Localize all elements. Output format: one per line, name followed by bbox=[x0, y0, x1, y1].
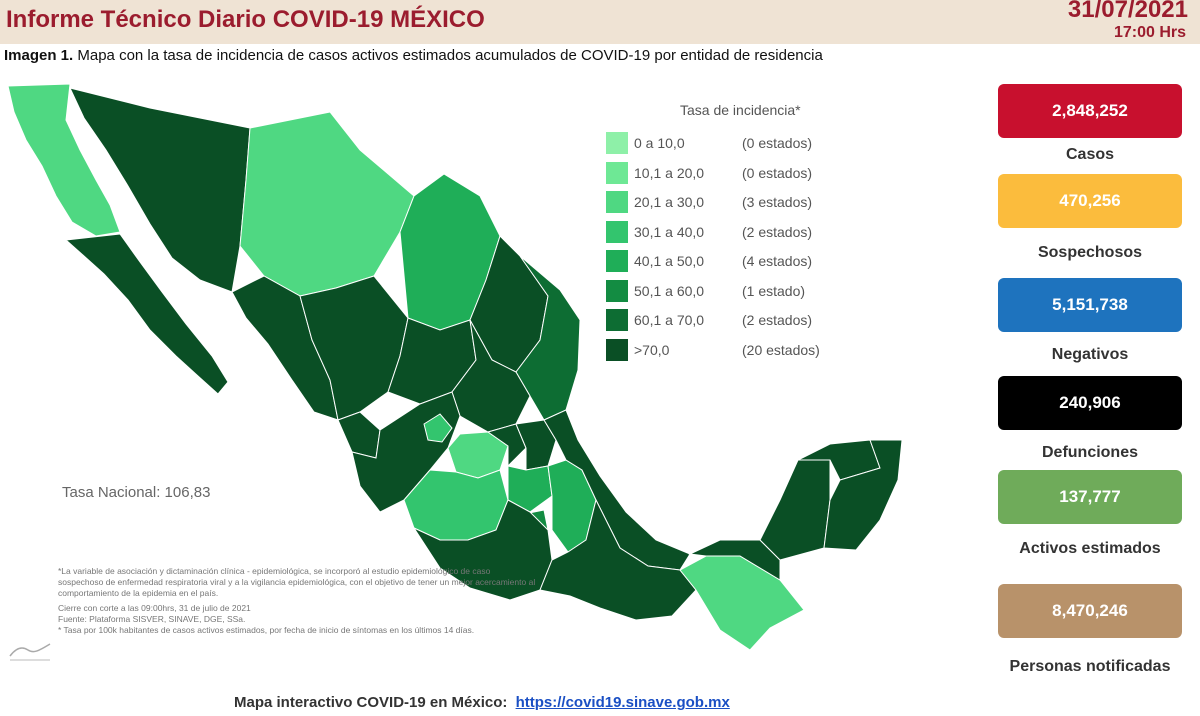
national-rate: Tasa Nacional: 106,83 bbox=[62, 484, 211, 501]
legend-count: (3 estados) bbox=[742, 194, 813, 210]
legend-row: 0 a 10,0 (0 estados) bbox=[606, 132, 846, 154]
legend-range: 30,1 a 40,0 bbox=[634, 223, 705, 240]
legend-swatch bbox=[606, 220, 628, 243]
state-baja-california[interactable] bbox=[7, 83, 121, 237]
caption-text: Mapa con la tasa de incidencia de casos … bbox=[77, 47, 823, 64]
legend-row: 30,1 a 40,0 (2 estados) bbox=[606, 220, 846, 243]
legend-count: (0 estados) bbox=[742, 135, 813, 151]
legend-swatch bbox=[606, 309, 628, 331]
image-caption: Imagen 1. Mapa con la tasa de incidencia… bbox=[4, 47, 823, 64]
note-source: Fuente: Plataforma SISVER, SINAVE, DGE, … bbox=[58, 614, 246, 624]
legend-range: 0 a 10,0 bbox=[634, 135, 685, 151]
government-logo-icon bbox=[9, 643, 51, 661]
stat-value-box: 137,777 bbox=[998, 470, 1182, 524]
state-aguascalientes[interactable] bbox=[423, 413, 453, 443]
interactive-map-link[interactable]: https://covid19.sinave.gob.mx bbox=[515, 694, 730, 711]
stat-value-box: 8,470,246 bbox=[998, 584, 1182, 638]
stat-label: Defunciones bbox=[1041, 444, 1138, 461]
map-notes: *La variable de asociación y dictaminaci… bbox=[58, 566, 538, 640]
legend-count: (0 estados) bbox=[742, 164, 813, 181]
report-header: Informe Técnico Diario COVID-19 MÉXICO 3… bbox=[0, 0, 1200, 44]
state-quintana-roo[interactable] bbox=[823, 439, 903, 551]
legend-row: 10,1 a 20,0 (0 estados) bbox=[606, 161, 846, 184]
legend-count: (4 estados) bbox=[742, 253, 813, 269]
legend-row: 60,1 a 70,0 (2 estados) bbox=[606, 309, 846, 331]
stat-label: Negativos bbox=[1051, 346, 1129, 363]
legend-swatch bbox=[606, 132, 628, 154]
note-cutoff: Cierre con corte a las 09:00hrs, 31 de j… bbox=[58, 603, 251, 613]
stat-value-box: 5,151,738 bbox=[998, 278, 1182, 332]
stat-value-box: 240,906 bbox=[998, 376, 1182, 430]
legend-swatch bbox=[606, 338, 628, 361]
legend-title: Tasa de incidencia* bbox=[680, 102, 801, 118]
legend-swatch bbox=[606, 161, 628, 184]
stat-label: Casos bbox=[1065, 146, 1115, 163]
footer: Mapa interactivo COVID-19 en México: htt… bbox=[234, 694, 730, 711]
legend-range: 20,1 a 30,0 bbox=[634, 194, 705, 210]
legend-swatch bbox=[606, 250, 628, 272]
mexico-incidence-map bbox=[7, 83, 903, 651]
legend-range: 50,1 a 60,0 bbox=[634, 282, 705, 299]
legend-swatch bbox=[606, 191, 628, 213]
stat-label: Sospechosos bbox=[1037, 244, 1143, 261]
stat-label: Personas notificadas bbox=[1009, 658, 1171, 675]
state-nayarit[interactable] bbox=[337, 411, 381, 459]
state-tabasco[interactable] bbox=[688, 539, 781, 581]
state-chihuahua[interactable] bbox=[239, 111, 415, 297]
report-time: 17:00 Hrs bbox=[1113, 24, 1186, 41]
legend-range: 60,1 a 70,0 bbox=[634, 312, 705, 328]
legend-row: 40,1 a 50,0 (4 estados) bbox=[606, 250, 846, 272]
state-queretaro[interactable] bbox=[486, 423, 527, 468]
legend-count: (20 estados) bbox=[742, 341, 820, 358]
state-campeche[interactable] bbox=[759, 459, 831, 561]
legend-count: (2 estados) bbox=[742, 312, 813, 328]
stat-value-box: 470,256 bbox=[998, 174, 1182, 228]
stat-value-box: 2,848,252 bbox=[998, 84, 1182, 138]
state-chiapas[interactable] bbox=[679, 555, 805, 651]
caption-prefix: Imagen 1. bbox=[4, 47, 74, 64]
legend-swatch bbox=[606, 279, 628, 302]
state-baja-california-sur[interactable] bbox=[64, 233, 229, 395]
stat-label: Activos estimados bbox=[1019, 540, 1161, 557]
legend-count: (2 estados) bbox=[742, 223, 813, 240]
report-title: Informe Técnico Diario COVID-19 MÉXICO bbox=[6, 6, 485, 33]
legend-row: >70,0 (20 estados) bbox=[606, 338, 846, 361]
legend-range: 40,1 a 50,0 bbox=[634, 253, 705, 269]
legend-row: 50,1 a 60,0 (1 estado) bbox=[606, 279, 846, 302]
legend-range: >70,0 bbox=[634, 341, 670, 358]
state-guerrero[interactable] bbox=[412, 499, 553, 601]
note-methodology: *La variable de asociación y dictaminaci… bbox=[58, 566, 536, 598]
note-rate: * Tasa por 100k habitantes de casos acti… bbox=[58, 625, 475, 635]
legend-row: 20,1 a 30,0 (3 estados) bbox=[606, 191, 846, 213]
legend-count: (1 estado) bbox=[742, 282, 806, 299]
legend-range: 10,1 a 20,0 bbox=[634, 164, 705, 181]
footer-label: Mapa interactivo COVID-19 en México: bbox=[234, 694, 508, 711]
report-date: 31/07/2021 bbox=[1067, 0, 1188, 23]
